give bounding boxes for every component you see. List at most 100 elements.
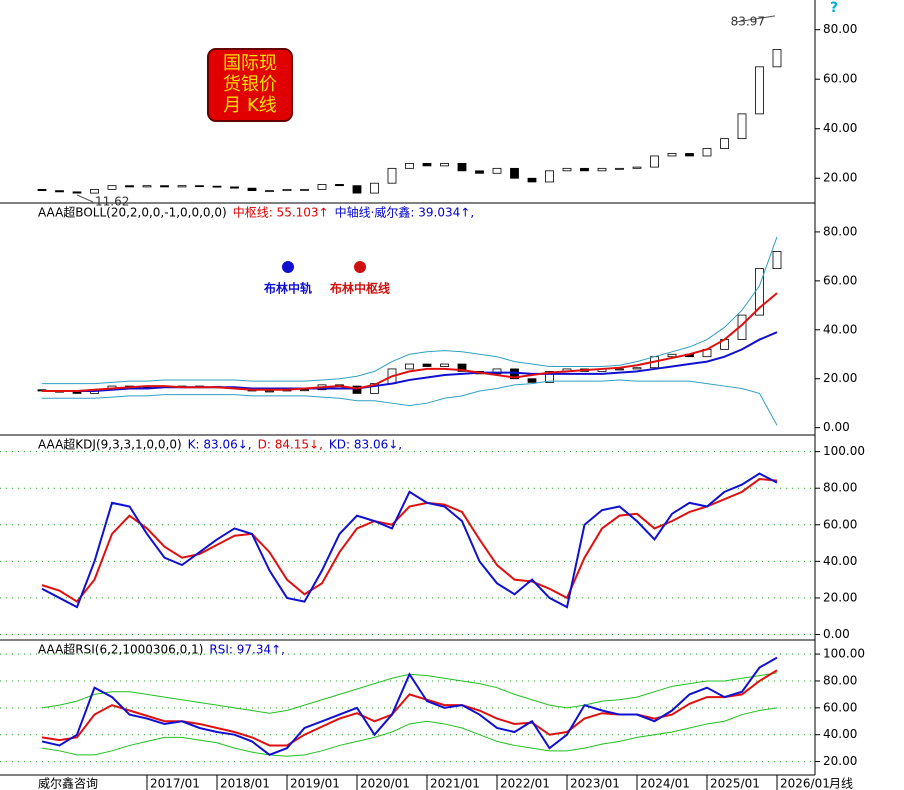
- candle: [125, 185, 134, 188]
- series-line: [42, 379, 778, 426]
- candle: [370, 383, 379, 394]
- leader: [736, 15, 776, 23]
- candle: [405, 363, 414, 370]
- candle: [387, 167, 397, 184]
- y-tick-label: 80.00: [823, 673, 857, 687]
- candle: [632, 166, 642, 169]
- candle: [650, 155, 659, 168]
- y-tick-label: 20.00: [823, 171, 857, 185]
- candle: [352, 185, 362, 194]
- y-tick-label: 40.00: [823, 121, 857, 135]
- series-line: [42, 236, 778, 385]
- legend-label: 布林中枢线: [330, 281, 390, 296]
- candle: [142, 185, 152, 188]
- header-text: 中轴线·威尔鑫: 39.034↑,: [335, 205, 475, 220]
- y-tick-label: 100.00: [823, 444, 865, 458]
- header-text: 中枢线: 55.103↑: [233, 205, 329, 220]
- title: 货银价: [223, 74, 277, 95]
- candle: [265, 390, 274, 393]
- candle: [702, 148, 712, 157]
- candle: [545, 170, 554, 183]
- y-tick-label: 40.00: [823, 727, 857, 741]
- candle: [317, 184, 327, 190]
- y-tick-label: 0.00: [823, 420, 850, 434]
- candle: [737, 113, 747, 140]
- x-tick-label: 2021/01: [430, 777, 480, 790]
- candle: [405, 162, 414, 169]
- candle: [282, 188, 292, 192]
- high-label: 83.97: [731, 14, 765, 28]
- x-tick-label: 2025/01: [710, 777, 760, 790]
- candle: [667, 153, 677, 157]
- period: 月线: [829, 777, 853, 790]
- candle: [440, 162, 449, 167]
- candle: [527, 378, 537, 383]
- x-tick-label: 2026/01: [780, 777, 830, 790]
- series-line: [41, 707, 778, 757]
- y-tick-label: 60.00: [823, 700, 857, 714]
- header-text: D: 84.15↓,: [258, 438, 323, 452]
- y-tick-label: 20.00: [823, 590, 857, 604]
- y-tick-label: 20.00: [823, 371, 857, 385]
- leader: [76, 194, 94, 203]
- series-line: [42, 292, 778, 392]
- title: 国际现: [223, 53, 277, 74]
- y-tick-label: 80.00: [823, 481, 857, 495]
- candle: [667, 353, 677, 358]
- series-line: [41, 472, 778, 609]
- y-tick-label: 40.00: [823, 322, 857, 336]
- y-tick-label: 80.00: [823, 22, 857, 36]
- candle: [475, 170, 484, 174]
- candle: [632, 367, 642, 370]
- candle: [212, 185, 222, 188]
- help[interactable]: ?: [830, 0, 838, 16]
- candle: [37, 188, 47, 192]
- candle: [422, 162, 432, 167]
- x-tick-label: 2022/01: [500, 777, 550, 790]
- header-text: KD: 83.06↓,: [329, 438, 402, 452]
- candle: [90, 188, 99, 194]
- x-tick-label: 2017/01: [150, 777, 200, 790]
- header-text: AAA超RSI(6,2,1000306,0,1): [38, 642, 203, 657]
- candle: [615, 167, 624, 170]
- candle: [527, 177, 537, 183]
- candle: [55, 190, 64, 193]
- series-line: [42, 331, 778, 392]
- y-tick-label: 60.00: [823, 72, 857, 86]
- candle: [107, 185, 117, 190]
- candle: [457, 162, 467, 172]
- title: 月 K线: [223, 95, 277, 116]
- header-text: RSI: 97.34↑,: [209, 643, 285, 657]
- y-tick-label: 20.00: [823, 754, 857, 768]
- candle: [580, 167, 589, 172]
- title-box: [207, 48, 293, 122]
- y-tick-label: 60.00: [823, 517, 857, 531]
- candle: [720, 138, 729, 149]
- candle: [160, 185, 169, 188]
- series-line: [41, 656, 778, 756]
- y-tick-label: 100.00: [823, 647, 865, 661]
- low-label: 11.62: [95, 194, 129, 208]
- candle: [370, 182, 379, 194]
- candle: [492, 368, 502, 375]
- x-tick-label: 2023/01: [570, 777, 620, 790]
- candle: [772, 49, 782, 68]
- candle: [685, 153, 694, 157]
- candle: [72, 391, 82, 394]
- y-tick-label: 60.00: [823, 273, 857, 287]
- legend-label: 布林中轨: [264, 281, 312, 296]
- legend-marker: [354, 261, 366, 273]
- y-tick-label: 40.00: [823, 554, 857, 568]
- candle: [177, 185, 187, 188]
- candle: [195, 185, 204, 188]
- candle: [772, 251, 782, 270]
- candle: [300, 389, 309, 392]
- candle: [597, 167, 607, 172]
- candle: [422, 363, 432, 367]
- legend-marker: [282, 261, 294, 273]
- candle: [457, 363, 467, 372]
- candle: [335, 184, 344, 187]
- source: 威尔鑫咨询: [38, 776, 98, 790]
